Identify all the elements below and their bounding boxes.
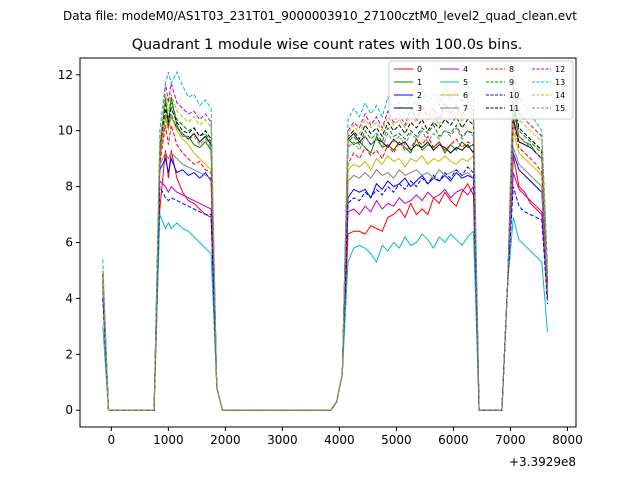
series-line-15 <box>102 112 548 411</box>
x-tick-label: 4000 <box>324 433 355 447</box>
legend-label-4: 4 <box>463 65 468 74</box>
x-tick-label: 3000 <box>267 433 298 447</box>
x-tick-label: 8000 <box>552 433 583 447</box>
legend-label-12: 12 <box>555 65 565 74</box>
suptitle: Data file: modeM0/AS1T03_231T01_90000039… <box>63 9 577 23</box>
legend-label-9: 9 <box>509 78 514 87</box>
legend-label-14: 14 <box>555 91 565 100</box>
legend-label-11: 11 <box>509 104 519 113</box>
y-tick-label: 2 <box>65 347 73 361</box>
y-tick-label: 6 <box>65 236 73 250</box>
legend-label-7: 7 <box>463 104 468 113</box>
x-tick-label: 7000 <box>495 433 526 447</box>
x-tick-label: 6000 <box>438 433 469 447</box>
series-line-9 <box>102 102 548 411</box>
series-line-2 <box>102 152 548 411</box>
y-tick-label: 4 <box>65 291 73 305</box>
legend-label-5: 5 <box>463 78 468 87</box>
legend-box <box>388 60 574 120</box>
legend-label-3: 3 <box>417 104 422 113</box>
y-tick-label: 12 <box>58 68 73 82</box>
legend-label-15: 15 <box>555 104 565 113</box>
legend-label-6: 6 <box>463 91 468 100</box>
series-line-7 <box>102 147 548 411</box>
chart-title: Quadrant 1 module wise count rates with … <box>132 37 523 53</box>
series-line-3 <box>102 115 548 411</box>
x-tick-label: 2000 <box>210 433 241 447</box>
series-line-6 <box>102 114 548 411</box>
y-tick-label: 8 <box>65 180 73 194</box>
legend-label-1: 1 <box>417 78 422 87</box>
y-tick-label: 10 <box>58 124 73 138</box>
legend-label-8: 8 <box>509 65 514 74</box>
series-line-5 <box>102 214 548 411</box>
x-tick-label: 5000 <box>381 433 412 447</box>
series-line-10 <box>102 166 548 411</box>
y-tick-label: 0 <box>65 403 73 417</box>
series-line-1 <box>102 97 548 411</box>
series-line-14 <box>102 94 548 411</box>
series-line-11 <box>102 102 548 411</box>
legend-label-2: 2 <box>417 91 422 100</box>
x-tick-label: 0 <box>108 433 116 447</box>
series-line-12 <box>102 83 548 411</box>
legend-label-13: 13 <box>555 78 565 87</box>
legend-label-10: 10 <box>509 91 519 100</box>
series-line-4 <box>102 172 548 411</box>
x-offset-label: +3.3929e8 <box>509 455 576 469</box>
legend-label-0: 0 <box>417 65 422 74</box>
x-tick-label: 1000 <box>153 433 184 447</box>
